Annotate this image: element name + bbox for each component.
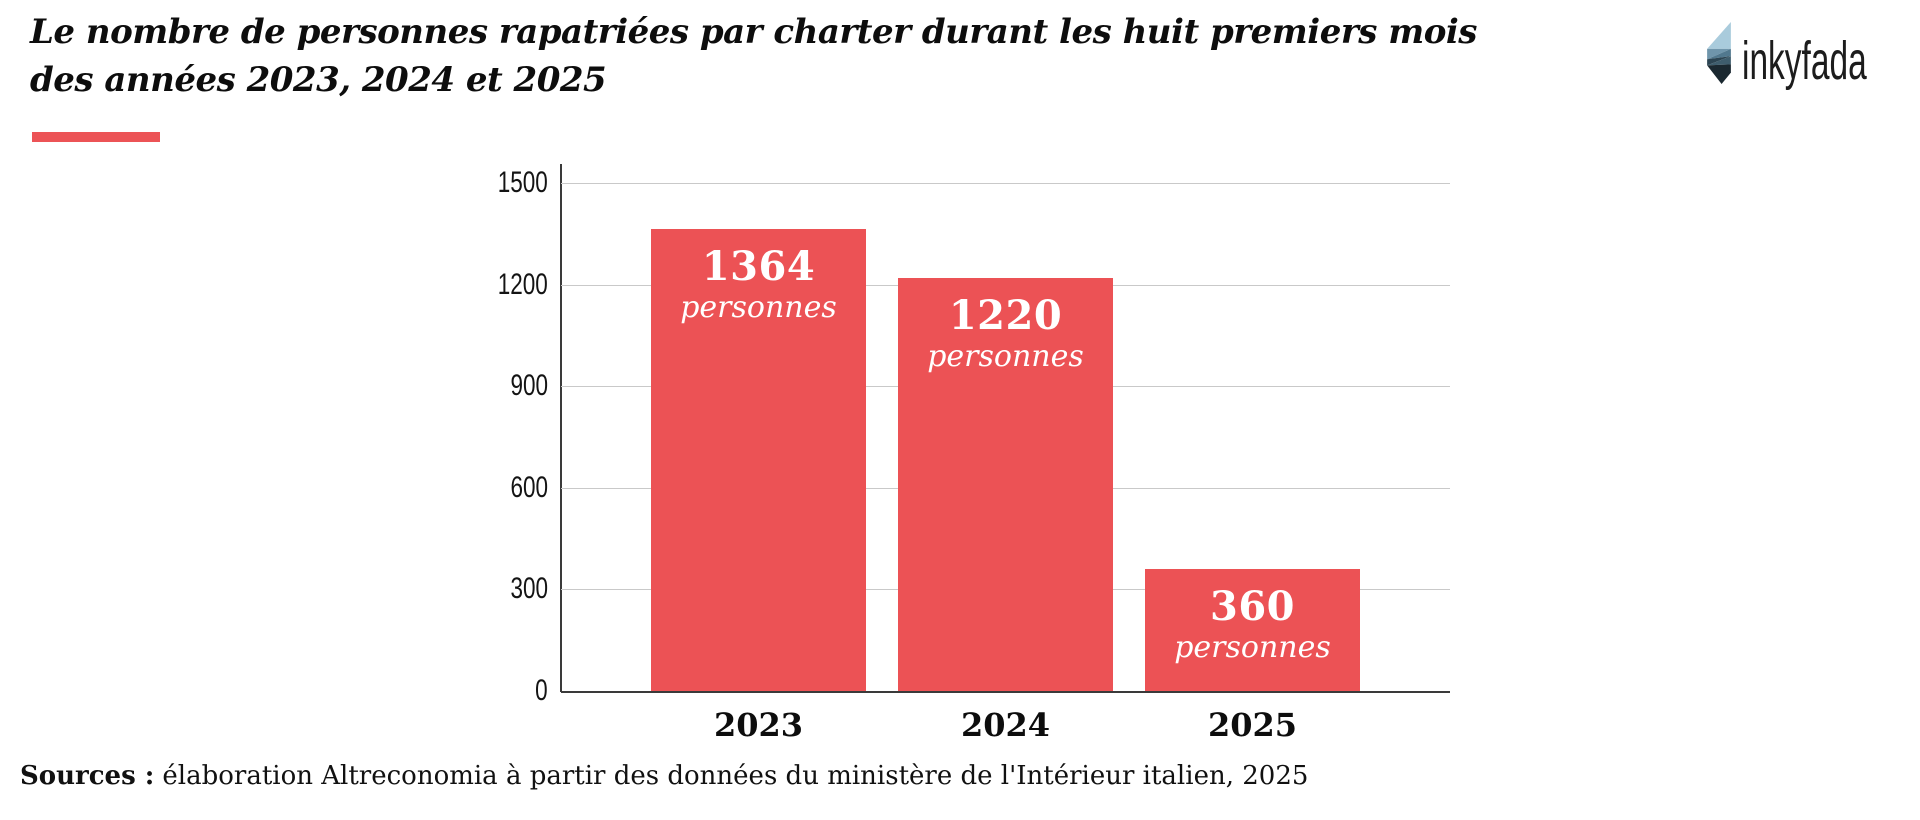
x-label-2023: 2023: [713, 706, 804, 744]
y-tick-label-1500: 1500: [497, 166, 548, 199]
bar-2024: 1220 personnes: [898, 277, 1113, 691]
sources-note: Sources : élaboration Altreconomia à part…: [20, 760, 1308, 792]
gridline-1500: [561, 183, 1450, 184]
bar-value: 360: [1210, 583, 1295, 631]
inkyfada-logo: inkyfada: [1706, 14, 1916, 94]
bar-value-label: 1364 personnes: [651, 245, 866, 325]
bar-2023: 1364 personnes: [651, 229, 866, 691]
y-tick-label-900: 900: [510, 369, 548, 403]
chart-title: Le nombre de personnes rapatriées par ch…: [30, 8, 1477, 104]
y-tick-label-1200: 1200: [497, 267, 548, 301]
x-label-2024: 2024: [960, 706, 1051, 744]
y-axis-line: [560, 164, 562, 692]
bar-value: 1364: [701, 243, 816, 291]
bar-value-label: 1220 personnes: [898, 291, 1113, 374]
x-label-2025: 2025: [1207, 706, 1298, 744]
bar-2025: 360 personnes: [1145, 569, 1360, 691]
inkyfada-gem-icon: [1707, 22, 1731, 84]
title-accent-rule: [32, 132, 160, 142]
plot-area: 1364 personnes 1220 personnes 360 personnes: [561, 183, 1450, 693]
bar-unit: personnes: [1174, 630, 1331, 666]
sources-label: Sources :: [20, 761, 155, 791]
inkyfada-logo-text: inkyfada: [1742, 31, 1867, 91]
y-tick-label-300: 300: [510, 572, 548, 606]
bar-value-label: 360 personnes: [1145, 585, 1360, 665]
bar-unit: personnes: [680, 290, 837, 326]
y-tick-label-0: 0: [535, 674, 548, 707]
chart-title-line1: Le nombre de personnes rapatriées par ch…: [30, 12, 1477, 52]
bar-unit: personnes: [927, 338, 1084, 374]
y-tick-label-600: 600: [510, 470, 548, 504]
chart-title-line2: des années 2023, 2024 et 2025: [30, 60, 607, 100]
bar-value: 1220: [948, 291, 1063, 339]
sources-text: élaboration Altreconomia à partir des do…: [162, 761, 1309, 791]
